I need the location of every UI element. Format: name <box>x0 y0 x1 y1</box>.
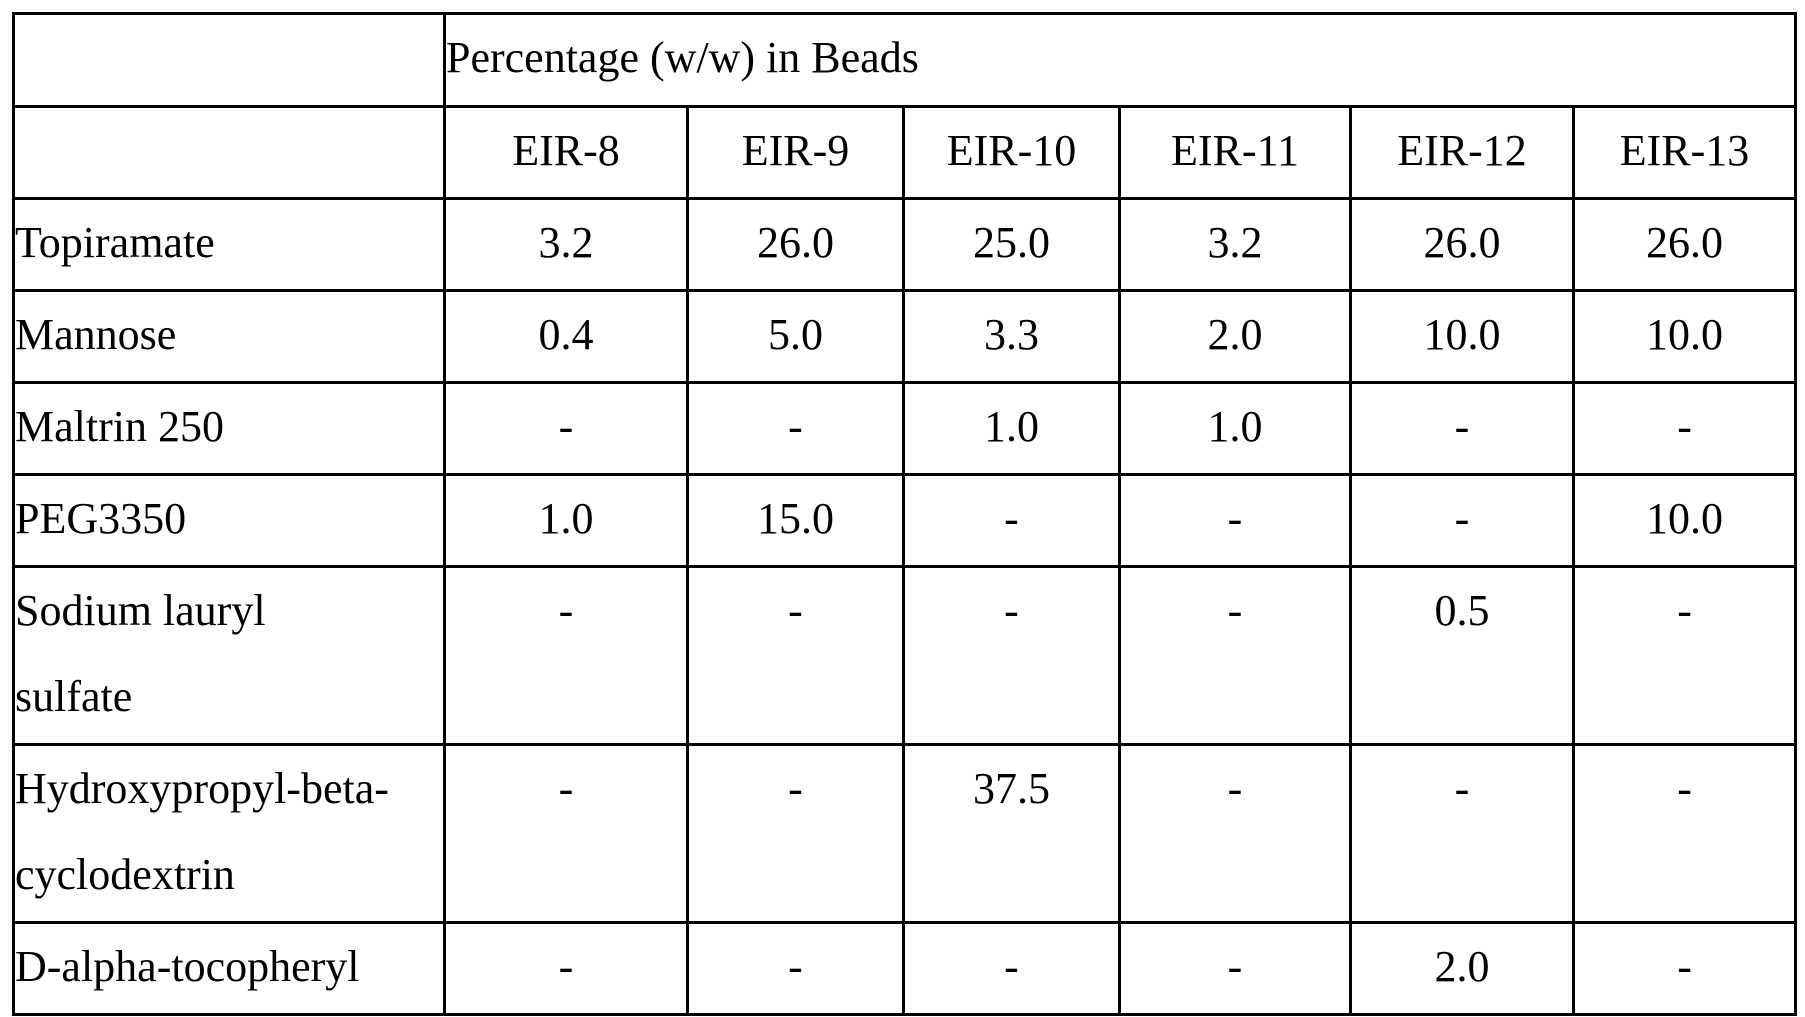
table-row: Sodium lauryl sulfate - - - - 0.5 - <box>12 565 1798 746</box>
row-label-line: Sodium lauryl <box>15 586 266 635</box>
table-cell: - <box>1118 473 1352 568</box>
table-cell: - <box>686 565 905 746</box>
table-cell: - <box>1118 743 1352 924</box>
table-cell: 10.0 <box>1571 289 1798 384</box>
row-label-line: sulfate <box>15 672 133 721</box>
table-row: D-alpha-tocopheryl - - - - 2.0 - <box>12 921 1798 1016</box>
row-label: Sodium lauryl sulfate <box>12 565 446 746</box>
table-cell: - <box>443 565 689 746</box>
table-cell: 3.2 <box>1118 197 1352 292</box>
row-label: D-alpha-tocopheryl <box>12 921 446 1016</box>
row-label-line: cyclodextrin <box>15 850 235 899</box>
row-label-line: Maltrin 250 <box>15 402 224 451</box>
row-label: Maltrin 250 <box>12 381 446 476</box>
table-cell: - <box>443 743 689 924</box>
column-header-row: EIR-8 EIR-9 EIR-10 EIR-11 EIR-12 EIR-13 <box>12 105 1798 200</box>
table-cell: 26.0 <box>1571 197 1798 292</box>
table-cell: - <box>1571 743 1798 924</box>
row-label-line: Mannose <box>15 310 177 359</box>
table-cell: 1.0 <box>902 381 1121 476</box>
table-cell: - <box>1571 381 1798 476</box>
table-cell: 3.2 <box>443 197 689 292</box>
table-cell: - <box>1349 381 1575 476</box>
row-label-line: Topiramate <box>15 218 215 267</box>
table-cell: - <box>1571 565 1798 746</box>
column-header: EIR-9 <box>686 105 905 200</box>
table-cell: 0.5 <box>1349 565 1575 746</box>
row-label-line: D-alpha-tocopheryl <box>15 942 360 991</box>
table-row: Mannose 0.4 5.0 3.3 2.0 10.0 10.0 <box>12 289 1798 384</box>
table-cell: 26.0 <box>686 197 905 292</box>
table-row: Topiramate 3.2 26.0 25.0 3.2 26.0 26.0 <box>12 197 1798 292</box>
table-cell: 0.4 <box>443 289 689 384</box>
corner-cell <box>12 105 446 200</box>
table-cell: - <box>686 921 905 1016</box>
table-cell: 25.0 <box>902 197 1121 292</box>
column-header: EIR-12 <box>1349 105 1575 200</box>
table-cell: 1.0 <box>443 473 689 568</box>
column-header: EIR-10 <box>902 105 1121 200</box>
row-label-line: PEG3350 <box>15 494 187 543</box>
row-label: Mannose <box>12 289 446 384</box>
table-cell: - <box>686 381 905 476</box>
table-cell: - <box>902 565 1121 746</box>
column-header: EIR-13 <box>1571 105 1798 200</box>
table-cell: 3.3 <box>902 289 1121 384</box>
group-header-cell: Percentage (w/w) in Beads <box>442 12 1798 108</box>
table-cell: - <box>902 921 1121 1016</box>
table-cell: 15.0 <box>686 473 905 568</box>
row-label: Topiramate <box>12 197 446 292</box>
table-cell: 2.0 <box>1349 921 1575 1016</box>
table-cell: - <box>902 473 1121 568</box>
corner-cell <box>12 12 446 108</box>
table-cell: 2.0 <box>1118 289 1352 384</box>
table-cell: - <box>443 381 689 476</box>
table-cell: - <box>1118 565 1352 746</box>
table-row: PEG3350 1.0 15.0 - - - 10.0 <box>12 473 1798 568</box>
table-cell: 5.0 <box>686 289 905 384</box>
table-row: Maltrin 250 - - 1.0 1.0 - - <box>12 381 1798 476</box>
group-header-row: Percentage (w/w) in Beads <box>12 12 1798 108</box>
column-header: EIR-8 <box>443 105 689 200</box>
table-cell: 10.0 <box>1349 289 1575 384</box>
table-cell: - <box>1349 473 1575 568</box>
row-label-line: Hydroxypropyl-beta- <box>15 764 389 813</box>
table-row: Hydroxypropyl-beta- cyclodextrin - - 37.… <box>12 743 1798 924</box>
formulation-table: Percentage (w/w) in Beads EIR-8 EIR-9 EI… <box>12 12 1798 1016</box>
table-cell: - <box>443 921 689 1016</box>
table-cell: 10.0 <box>1571 473 1798 568</box>
table-cell: - <box>1118 921 1352 1016</box>
table-cell: - <box>1571 921 1798 1016</box>
column-header: EIR-11 <box>1118 105 1352 200</box>
table-cell: 37.5 <box>902 743 1121 924</box>
row-label: PEG3350 <box>12 473 446 568</box>
row-label: Hydroxypropyl-beta- cyclodextrin <box>12 743 446 924</box>
table-cell: - <box>1349 743 1575 924</box>
table-cell: - <box>686 743 905 924</box>
table-cell: 26.0 <box>1349 197 1575 292</box>
table-cell: 1.0 <box>1118 381 1352 476</box>
